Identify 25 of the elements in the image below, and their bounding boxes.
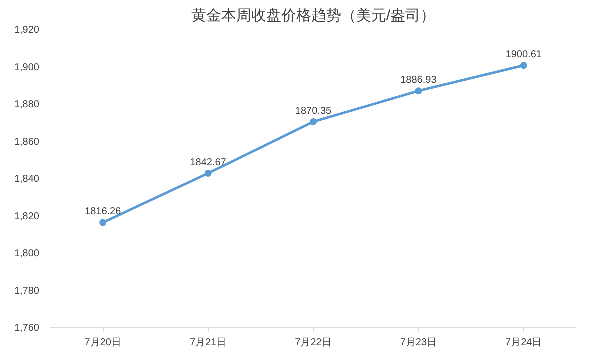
data-label: 1900.61 <box>506 50 542 61</box>
point <box>100 219 107 226</box>
point <box>204 170 212 178</box>
x-tick-label: 7月24日 <box>506 338 542 348</box>
point <box>310 118 317 126</box>
x-tick-label: 7月21日 <box>190 338 227 348</box>
y-tick-label: 1,900 <box>14 62 40 74</box>
data-label: 1816.26 <box>85 206 122 218</box>
y-tick-label: 1,760 <box>14 323 40 334</box>
data-label: 1842.67 <box>190 158 227 169</box>
y-tick-label: 1,800 <box>14 248 40 260</box>
point <box>415 88 422 95</box>
x-tick-label: 7月20日 <box>84 338 122 348</box>
y-tick-label: 1,860 <box>14 136 40 148</box>
y-tick-label: 1,920 <box>14 25 40 36</box>
x-tick-label: 7月23日 <box>400 338 438 348</box>
point <box>520 62 528 70</box>
data-label: 1886.93 <box>400 75 438 86</box>
y-tick-label: 1,780 <box>14 286 40 297</box>
y-tick-label: 1,880 <box>14 100 40 110</box>
x-tick-label: 7月22日 <box>295 338 332 348</box>
chart-title: 黄金本周收盘价格趋势（美元/盎司） <box>191 8 436 24</box>
y-tick-label: 1,820 <box>14 211 40 222</box>
y-tick-label: 1,840 <box>14 174 40 185</box>
data-label: 1870.35 <box>295 106 332 117</box>
